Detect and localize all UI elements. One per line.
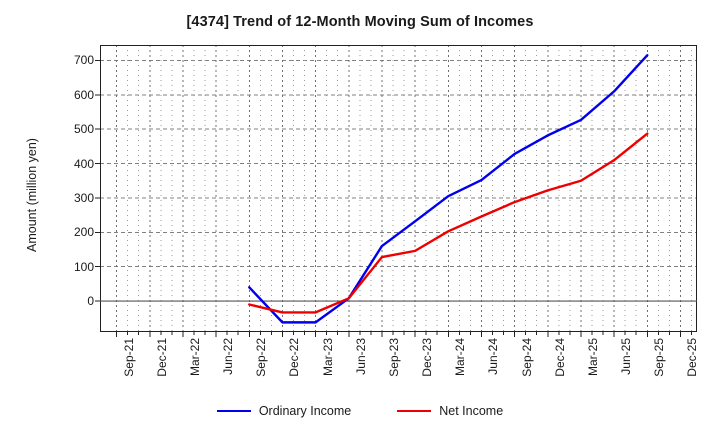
y-tick-label: 100 — [73, 259, 94, 274]
legend-item[interactable]: Net Income — [397, 404, 503, 418]
x-tick-label: Sep-24 — [519, 338, 534, 377]
chart-title: [4374] Trend of 12-Month Moving Sum of I… — [186, 14, 534, 30]
series-line-net-income — [248, 132, 649, 314]
x-tick-label: Dec-25 — [685, 338, 700, 377]
x-tick-label: Jun-23 — [353, 338, 368, 375]
legend-line-swatch — [216, 410, 251, 412]
x-tick-label: Dec-21 — [154, 338, 169, 377]
x-tick-label: Sep-25 — [652, 338, 667, 377]
x-tick-label: Jun-22 — [221, 338, 236, 375]
y-tick-label: 500 — [73, 122, 94, 137]
plot-frame — [100, 45, 697, 332]
x-tick-label: Dec-22 — [287, 338, 302, 377]
y-tick-label: 400 — [73, 156, 94, 171]
y-tick-label: 0 — [87, 294, 94, 309]
legend-line-swatch — [397, 410, 432, 412]
axis-ticks — [95, 59, 692, 337]
y-tick-label: 600 — [73, 87, 94, 102]
legend-item[interactable]: Ordinary Income — [216, 404, 352, 418]
x-tick-label: Mar-23 — [320, 338, 335, 377]
y-tick-label: 300 — [73, 190, 94, 205]
chart-legend: Ordinary Income Net Income — [0, 404, 720, 418]
y-tick-label: 700 — [73, 53, 94, 68]
x-tick-label: Mar-25 — [585, 338, 600, 377]
legend-label: Net Income — [439, 404, 504, 418]
data-series — [248, 54, 649, 324]
legend-label: Ordinary Income — [258, 404, 352, 418]
x-tick-label: Sep-21 — [121, 338, 136, 377]
y-axis-tick-labels: 0 100 200 300 400 500 600 700 — [44, 0, 94, 440]
x-tick-label: Mar-24 — [453, 338, 468, 377]
series-line-ordinary-income — [248, 54, 649, 324]
x-tick-label: Sep-23 — [386, 338, 401, 377]
x-tick-label: Dec-24 — [552, 338, 567, 377]
x-tick-label: Jun-24 — [486, 338, 501, 375]
x-tick-label: Dec-23 — [420, 338, 435, 377]
x-tick-label: Jun-25 — [619, 338, 634, 375]
y-tick-label: 200 — [73, 225, 94, 240]
x-tick-label: Sep-22 — [254, 338, 269, 377]
x-tick-label: Mar-22 — [187, 338, 202, 377]
